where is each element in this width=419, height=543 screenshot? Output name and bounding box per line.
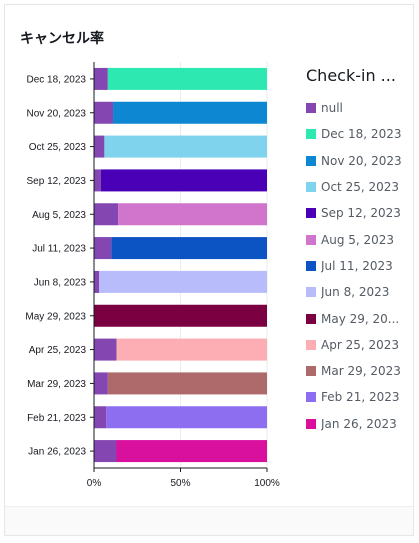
legend-swatch — [306, 155, 316, 166]
legend-item[interactable]: Mar 29, 2023 — [306, 358, 410, 384]
y-tick-label: Aug 5, 2023 — [32, 210, 86, 221]
legend-label: Jan 26, 2023 — [321, 416, 397, 431]
chart-title: キャンセル率 — [20, 31, 104, 47]
y-tick-label: Mar 29, 2023 — [27, 379, 86, 390]
legend-item[interactable]: May 29, 20... — [306, 305, 410, 331]
legend-item[interactable]: Feb 21, 2023 — [306, 384, 410, 410]
legend: Check-in ... null Dec 18, 2023 Nov 20, 202… — [306, 64, 410, 437]
y-tick-label: Jan 26, 2023 — [28, 447, 86, 458]
legend-label: Jun 8, 2023 — [321, 285, 390, 300]
legend-item[interactable]: Apr 25, 2023 — [306, 332, 410, 358]
bar-segment-4 — [100, 169, 267, 192]
bar-segment-1 — [107, 67, 267, 90]
legend-label: Jul 11, 2023 — [321, 258, 393, 273]
legend-swatch — [306, 182, 316, 193]
bar-segment-8 — [94, 304, 267, 327]
x-tick-label: 50% — [170, 478, 190, 489]
legend-swatch — [306, 103, 316, 114]
bar-segment-null — [94, 372, 108, 395]
legend-swatch — [306, 260, 316, 271]
bar-segment-3 — [104, 135, 267, 158]
legend-label: Nov 20, 2023 — [321, 153, 402, 168]
legend-items: null Dec 18, 2023 Nov 20, 2023 Oct 25, 2023… — [306, 95, 410, 437]
legend-label: Aug 5, 2023 — [321, 232, 395, 247]
legend-swatch — [306, 392, 316, 403]
x-tick-label: 0% — [87, 478, 102, 489]
legend-title: Check-in ... — [306, 66, 396, 85]
bar-segment-null — [94, 169, 101, 192]
legend-swatch — [306, 234, 316, 245]
legend-item[interactable]: Jul 11, 2023 — [306, 253, 410, 279]
y-tick-label: May 29, 2023 — [25, 311, 86, 322]
bar-segment-11 — [106, 406, 267, 429]
legend-item[interactable]: Jan 26, 2023 — [306, 411, 410, 437]
y-tick-label: Sep 12, 2023 — [27, 176, 87, 187]
bar-segment-7 — [99, 270, 267, 293]
legend-label: null — [321, 101, 343, 116]
legend-swatch — [306, 313, 316, 324]
legend-label: Dec 18, 2023 — [321, 127, 402, 142]
legend-item[interactable]: null — [306, 95, 410, 121]
legend-swatch — [306, 129, 316, 140]
legend-swatch — [306, 418, 316, 429]
bar-segment-null — [94, 338, 117, 361]
y-tick-label: Apr 25, 2023 — [29, 345, 87, 356]
bar-segment-null — [94, 440, 117, 463]
y-tick-label: Oct 25, 2023 — [29, 142, 87, 153]
legend-swatch — [306, 339, 316, 350]
legend-item[interactable]: Nov 20, 2023 — [306, 148, 410, 174]
legend-swatch — [306, 287, 316, 298]
legend-label: Feb 21, 2023 — [321, 390, 400, 405]
x-tick-label: 100% — [254, 478, 280, 489]
bar-segment-2 — [113, 101, 267, 124]
y-tick-label: Jul 11, 2023 — [32, 244, 86, 255]
bar-segment-null — [94, 101, 114, 124]
legend-item[interactable]: Jun 8, 2023 — [306, 279, 410, 305]
bar-segment-null — [94, 203, 119, 226]
y-tick-label: Nov 20, 2023 — [27, 108, 87, 119]
bar-segment-null — [94, 406, 107, 429]
bar-segment-6 — [111, 237, 267, 260]
bar-segment-9 — [116, 338, 268, 361]
legend-label: Oct 25, 2023 — [321, 180, 399, 195]
y-tick-label: Jun 8, 2023 — [34, 277, 87, 288]
legend-swatch — [306, 366, 316, 377]
legend-swatch — [306, 208, 316, 219]
legend-label: May 29, 20... — [321, 311, 400, 326]
bar-segment-null — [94, 67, 108, 90]
legend-item[interactable]: Dec 18, 2023 — [306, 121, 410, 147]
legend-item[interactable]: Oct 25, 2023 — [306, 174, 410, 200]
legend-label: Sep 12, 2023 — [321, 206, 401, 221]
bar-segment-null — [94, 237, 112, 260]
y-tick-label: Feb 21, 2023 — [27, 413, 86, 424]
legend-item[interactable]: Aug 5, 2023 — [306, 226, 410, 252]
legend-item[interactable]: Sep 12, 2023 — [306, 200, 410, 226]
legend-label: Mar 29, 2023 — [321, 364, 401, 379]
bar-segment-12 — [116, 440, 268, 463]
bar-segment-10 — [107, 372, 267, 395]
legend-label: Apr 25, 2023 — [321, 337, 400, 352]
bar-segment-5 — [118, 203, 267, 226]
y-tick-label: Dec 18, 2023 — [27, 74, 87, 85]
bar-segment-null — [94, 270, 100, 293]
card-footer — [5, 506, 413, 535]
bar-segment-null — [94, 135, 105, 158]
